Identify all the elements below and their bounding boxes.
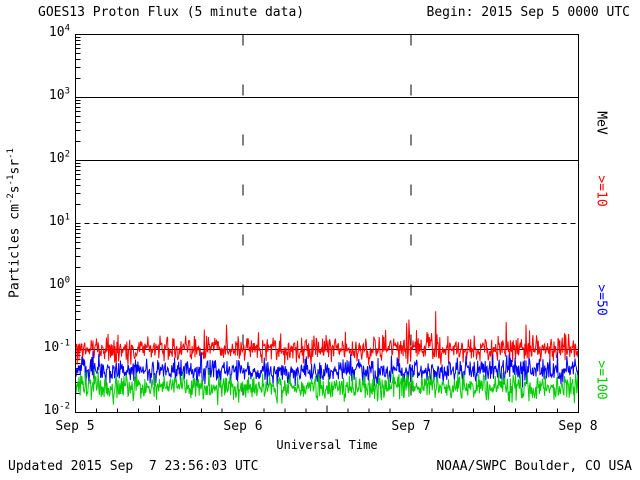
y-tick-label-1e-1: 10-1 [43,338,71,355]
y-tick-label-1e1: 101 [48,212,70,229]
legend-label-ge10: >=10 [593,175,609,207]
series-line--10-mev [75,311,579,366]
y-axis-label-text: Particles cm-2s-1sr-1 [6,148,23,298]
legend-label-ge100: >=100 [593,360,609,400]
begin-time-label: Begin: 2015 Sep 5 0000 UTC [426,5,631,20]
x-tick-label-sep6: Sep 6 [223,419,263,434]
updated-timestamp: Updated 2015 Sep 7 23:56:03 UTC [8,459,259,474]
legend-label-ge50: >=50 [593,284,609,316]
x-axis-label: Universal Time [276,438,378,452]
series-line--50-mev [75,350,579,388]
y-tick-label-1e4: 104 [48,23,70,40]
y-tick-label-1e0: 100 [48,275,70,292]
y-tick-label-1e3: 103 [48,86,70,103]
right-unit-label-mev: MeV [593,111,609,135]
chart-title: GOES13 Proton Flux (5 minute data) [38,5,305,20]
x-tick-label-sep7: Sep 7 [391,419,431,434]
plot-border [75,34,579,413]
credit-label: NOAA/SWPC Boulder, CO USA [436,459,632,474]
x-tick-label-sep5: Sep 5 [55,419,95,434]
series-line--100-mev [75,368,579,406]
x-tick-label-sep8: Sep 8 [558,419,598,434]
y-tick-label-1e2: 102 [48,149,70,166]
y-tick-label-1e-2: 10-2 [43,401,71,418]
